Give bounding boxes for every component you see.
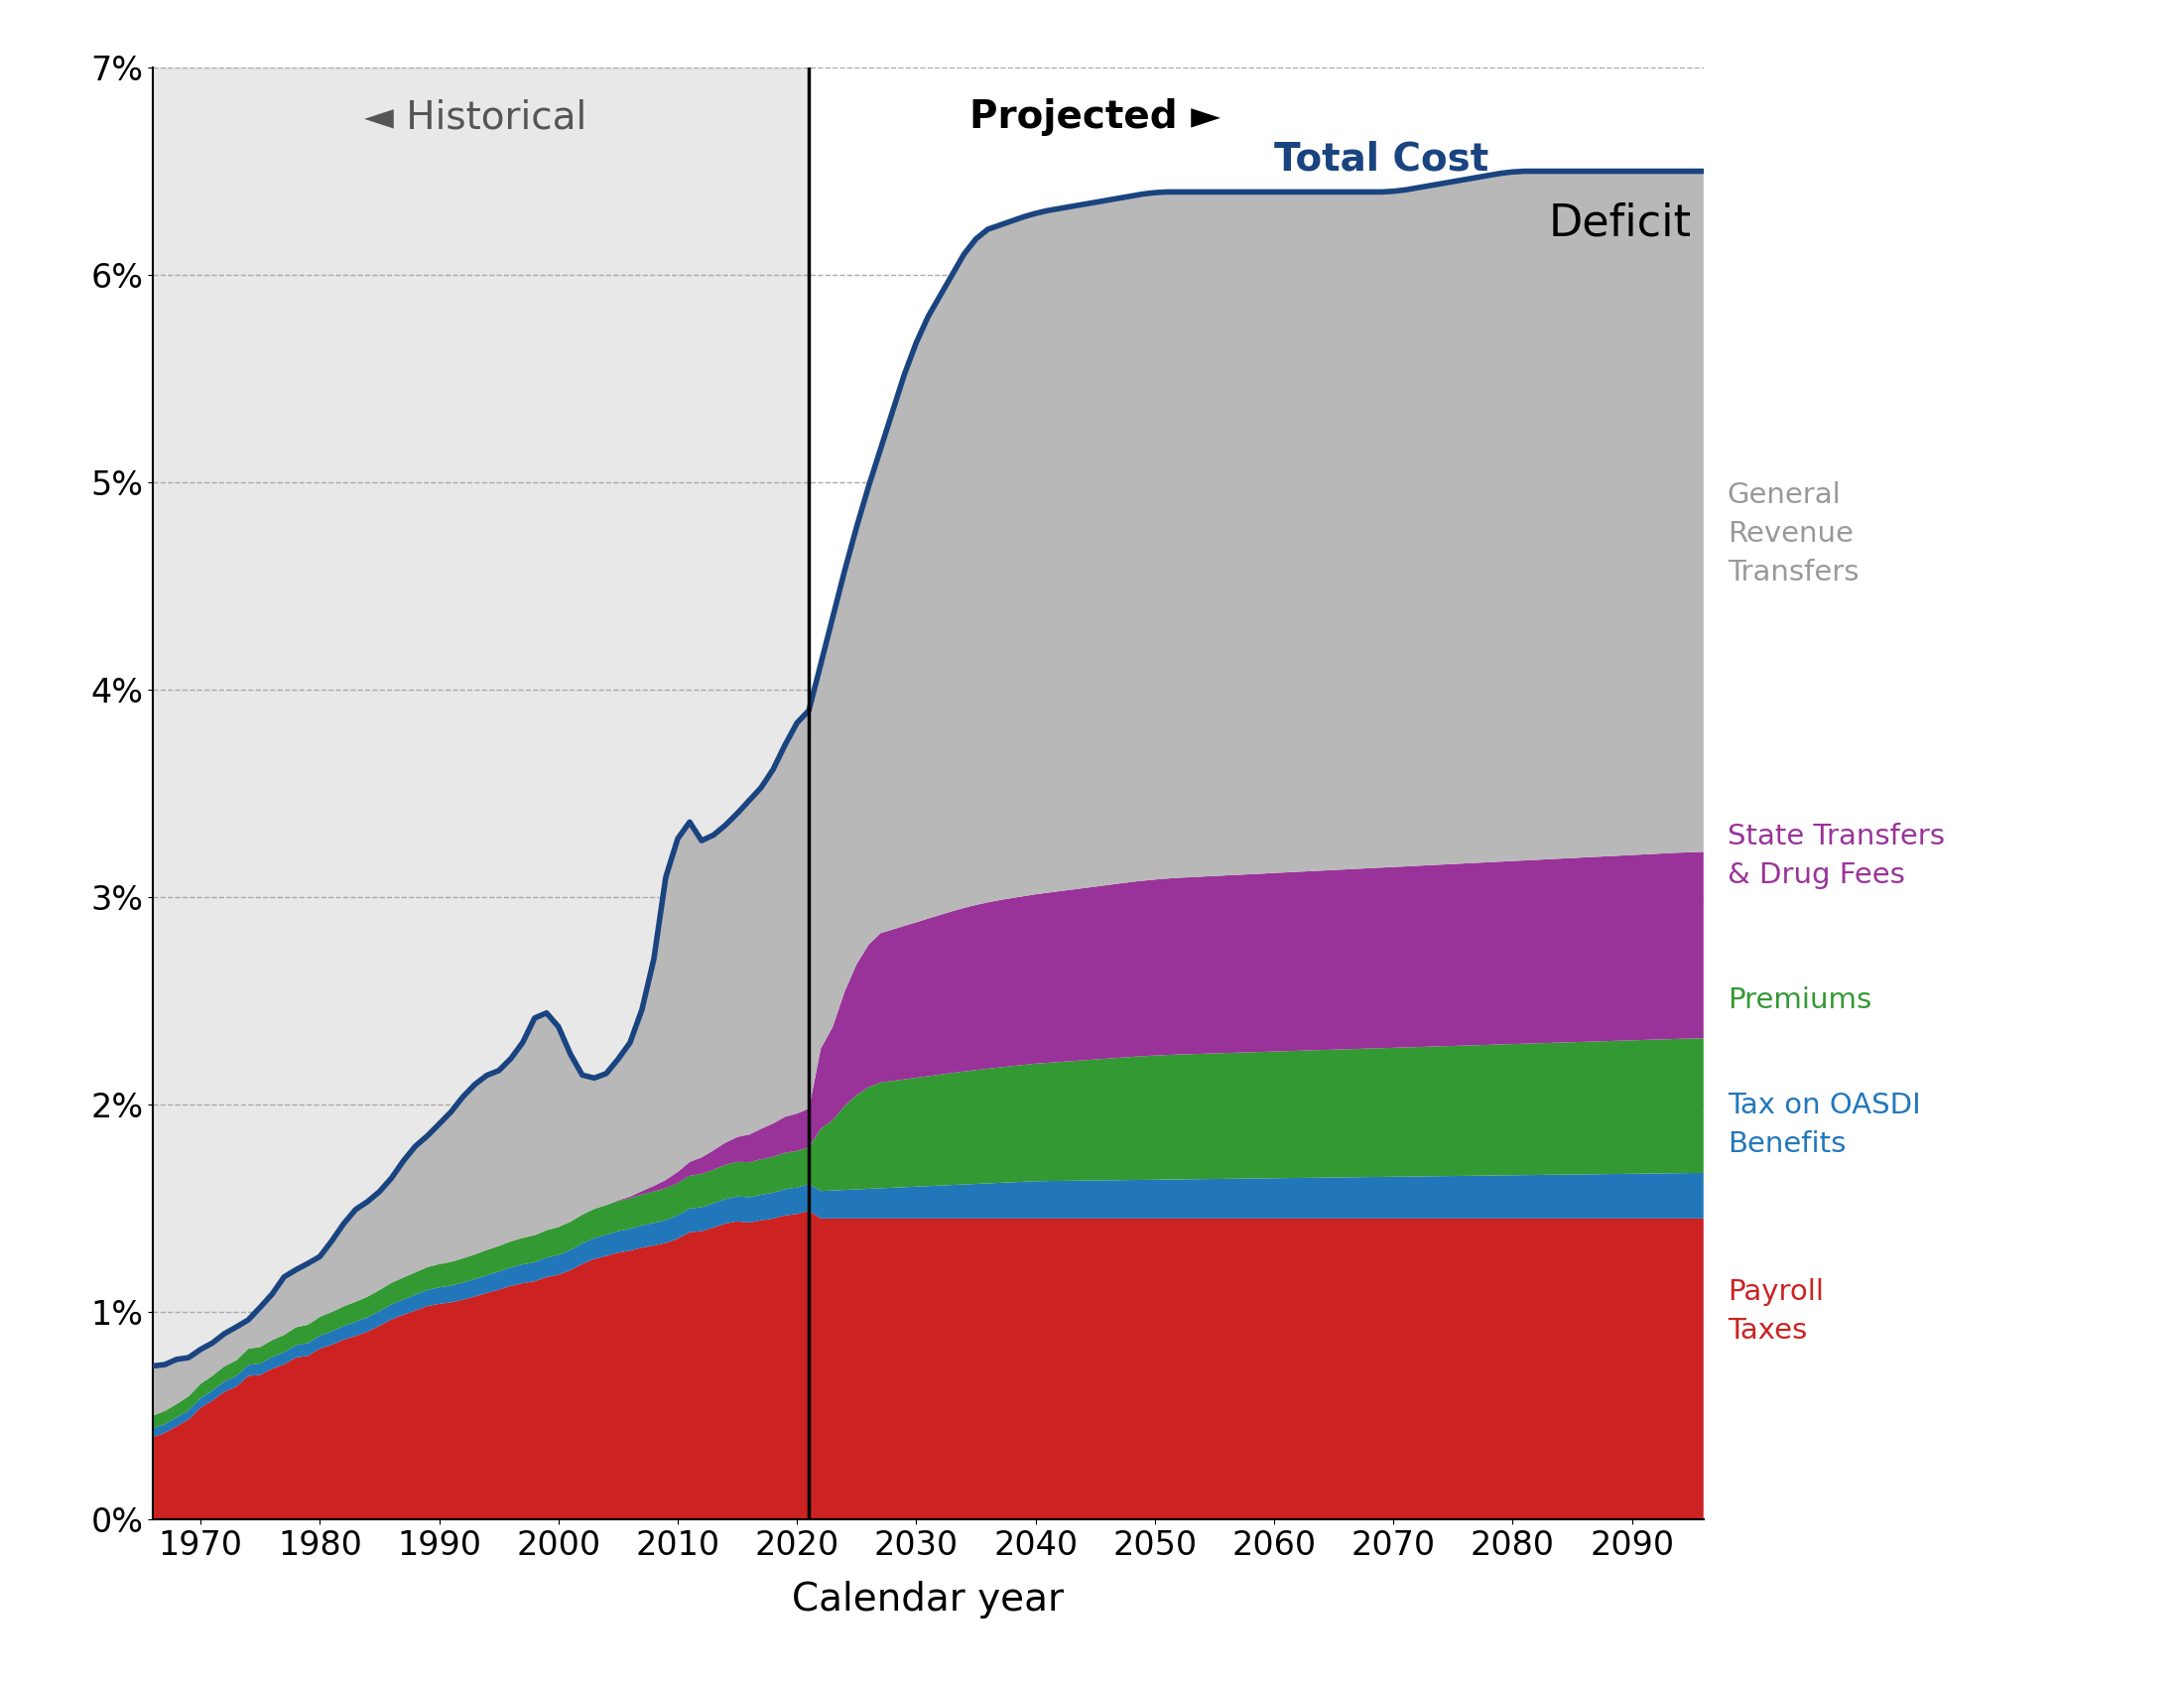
Text: Deficit: Deficit <box>1548 203 1693 245</box>
Text: Premiums: Premiums <box>1728 987 1872 1014</box>
Text: Total Cost: Total Cost <box>1273 140 1489 177</box>
Text: ◄ Historical: ◄ Historical <box>365 98 585 137</box>
Text: Payroll
Taxes: Payroll Taxes <box>1728 1278 1824 1345</box>
Text: Projected ►: Projected ► <box>970 98 1221 137</box>
Text: State Transfers
& Drug Fees: State Transfers & Drug Fees <box>1728 822 1944 890</box>
Text: Tax on OASDI
Benefits: Tax on OASDI Benefits <box>1728 1092 1920 1158</box>
X-axis label: Calendar year: Calendar year <box>793 1582 1064 1619</box>
Bar <box>153 68 808 1519</box>
Text: General
Revenue
Transfers: General Revenue Transfers <box>1728 481 1859 587</box>
